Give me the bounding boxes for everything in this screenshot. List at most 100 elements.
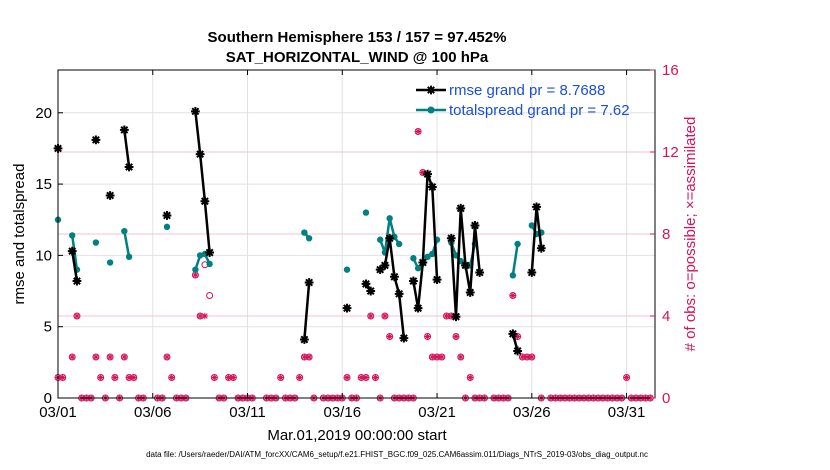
x-tick-label: 03/16 bbox=[324, 404, 362, 421]
spread-line bbox=[123, 230, 131, 258]
y-axis-right: 0 4 8 12 16 bbox=[650, 62, 679, 407]
rmse-point bbox=[399, 333, 409, 343]
obs-assimilated-marker bbox=[362, 374, 370, 381]
obs-assimilated-marker bbox=[509, 292, 517, 299]
obs-assimilated-marker bbox=[414, 128, 422, 135]
rmse-point bbox=[342, 303, 352, 313]
obs-assimilated-marker bbox=[528, 353, 536, 361]
rmse-point bbox=[465, 288, 475, 297]
legend: rmse grand pr = 8.7688 totalspread grand… bbox=[416, 82, 630, 119]
obs-assimilated-marker bbox=[69, 353, 76, 361]
spread-point bbox=[206, 260, 213, 268]
legend-spread-label: totalspread grand pr = 7.62 bbox=[449, 102, 630, 119]
spread-line bbox=[511, 243, 519, 276]
obs-assimilated-marker bbox=[419, 169, 427, 176]
obs-assimilated-marker bbox=[372, 374, 379, 381]
spread-point bbox=[163, 223, 171, 231]
rmse-point bbox=[72, 276, 82, 286]
legend-rmse-marker bbox=[426, 85, 436, 95]
rmse-point bbox=[470, 221, 480, 230]
rmse-point bbox=[67, 246, 77, 256]
y-tick-right-label: 4 bbox=[662, 308, 670, 325]
spread-point bbox=[386, 215, 393, 222]
obs-assimilated-marker bbox=[225, 374, 232, 381]
spread-point bbox=[69, 232, 76, 239]
rmse-point bbox=[375, 265, 385, 275]
y-axis-label: rmse and totalspread bbox=[11, 164, 28, 305]
obs-assimilated-marker bbox=[452, 333, 460, 340]
obs-assimilated-marker bbox=[192, 271, 199, 279]
legend-rmse-label: rmse grand pr = 8.7688 bbox=[449, 82, 605, 99]
rmse-point bbox=[380, 260, 390, 270]
rmse-point bbox=[413, 303, 423, 313]
obs-assimilated-marker bbox=[381, 312, 389, 320]
obs-assimilated-marker bbox=[623, 374, 630, 381]
x-tick-label: 03/11 bbox=[229, 404, 265, 421]
rmse-point bbox=[532, 202, 541, 212]
y-tick-right-label: 8 bbox=[662, 226, 670, 243]
rmse-point bbox=[299, 335, 309, 344]
footer-data-file: data file: /Users/raeder/DAI/ATM_forcXX/… bbox=[146, 450, 648, 459]
rmse-point bbox=[427, 182, 437, 192]
rmse-point bbox=[366, 286, 376, 296]
spread-point bbox=[192, 266, 199, 273]
x-tick-label: 03/21 bbox=[418, 404, 456, 421]
x-tick-label: 03/06 bbox=[134, 404, 172, 421]
x-tick-label: 03/26 bbox=[513, 404, 551, 421]
legend-spread-marker bbox=[427, 106, 435, 114]
rmse-point bbox=[475, 268, 485, 277]
obs-assimilated-marker bbox=[111, 374, 119, 381]
obs-assimilated-marker bbox=[358, 374, 365, 381]
obs-assimilated-marker bbox=[386, 333, 393, 340]
obs-assimilated-marker bbox=[201, 312, 209, 320]
obs-assimilated-marker bbox=[448, 312, 455, 320]
rmse-point bbox=[361, 279, 371, 289]
chart-subtitle: SAT_HORIZONTAL_WIND @ 100 hPa bbox=[226, 49, 489, 66]
obs-assimilated-marker bbox=[433, 353, 441, 361]
rmse-point bbox=[195, 149, 205, 159]
obs-count-markers bbox=[54, 128, 654, 402]
rmse-point bbox=[461, 260, 470, 270]
rmse-point bbox=[423, 169, 432, 179]
obs-assimilated-marker bbox=[121, 353, 128, 361]
obs-assimilated-marker bbox=[73, 312, 81, 320]
spread-point bbox=[414, 265, 422, 272]
spread-point bbox=[509, 272, 517, 279]
chart-title: Southern Hemisphere 153 / 157 = 97.452% bbox=[208, 29, 507, 46]
obs-assimilated-marker bbox=[429, 353, 436, 361]
obs-assimilated-marker bbox=[305, 353, 313, 361]
spread-point bbox=[305, 235, 313, 242]
obs-assimilated-marker bbox=[106, 353, 114, 361]
grid-lines bbox=[57, 69, 655, 399]
obs-assimilated-marker bbox=[125, 374, 133, 381]
obs-assimilated-marker bbox=[59, 374, 66, 381]
obs-assimilated-marker bbox=[301, 353, 308, 361]
rmse-point bbox=[105, 191, 115, 200]
x-axis: 03/01 03/06 03/11 03/16 03/21 03/26 03/31 bbox=[39, 70, 645, 421]
y-tick-label: 10 bbox=[35, 247, 52, 264]
y-axis-right-label: # of obs: o=possible; ×=assimilated bbox=[682, 117, 699, 352]
obs-assimilated-marker bbox=[367, 312, 374, 320]
obs-assimilated-marker bbox=[523, 353, 531, 361]
obs-assimilated-marker bbox=[196, 312, 204, 320]
spread-point bbox=[301, 229, 308, 236]
y-tick-right-label: 16 bbox=[662, 62, 679, 79]
spread-point bbox=[121, 227, 128, 235]
y-tick-label: 20 bbox=[35, 105, 52, 122]
obs-assimilated-marker bbox=[514, 333, 521, 340]
obs-assimilated-marker bbox=[163, 353, 171, 361]
rmse-point bbox=[456, 203, 466, 213]
spread-point bbox=[514, 240, 521, 248]
y-tick-right-label: 12 bbox=[662, 144, 679, 161]
rmse-line bbox=[412, 173, 439, 309]
y-tick-right-label: 0 bbox=[662, 390, 670, 407]
spread-point bbox=[528, 222, 536, 229]
rmse-line bbox=[70, 250, 79, 282]
spread-point bbox=[92, 239, 100, 246]
obs-possible-marker bbox=[206, 292, 214, 299]
spread-point bbox=[125, 253, 133, 261]
rmse-point bbox=[446, 233, 456, 243]
rmse-point bbox=[200, 196, 210, 206]
obs-assimilated-marker bbox=[277, 374, 284, 381]
rmse-point bbox=[304, 278, 314, 287]
